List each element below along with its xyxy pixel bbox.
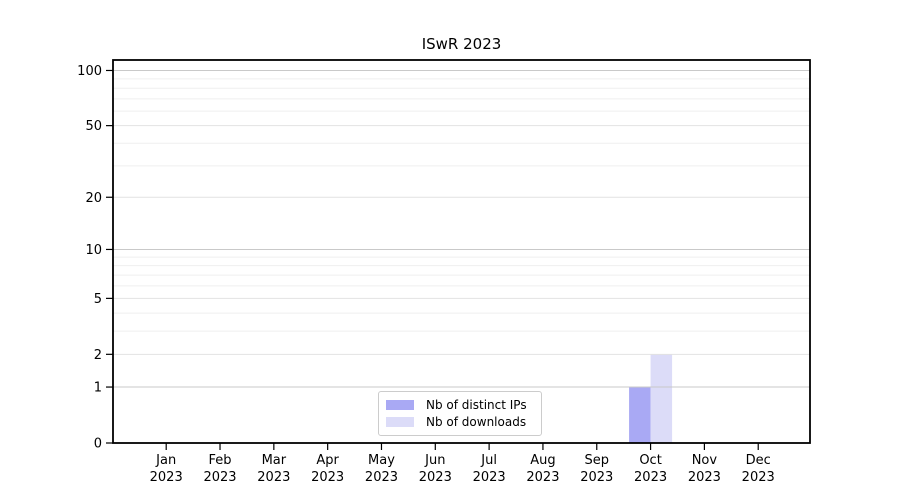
x-tick-label-year: 2023: [419, 470, 452, 485]
y-tick-label: 100: [77, 64, 102, 79]
bar-downloads: [650, 354, 673, 443]
x-tick-label-year: 2023: [473, 470, 506, 485]
x-tick-label-month: Mar: [262, 453, 287, 468]
x-tick-label-year: 2023: [257, 470, 290, 485]
x-tick-label-month: Apr: [316, 453, 339, 468]
legend: Nb of distinct IPs Nb of downloads: [378, 391, 542, 436]
x-tick-label-year: 2023: [526, 470, 559, 485]
x-tick-label-month: May: [368, 453, 395, 468]
x-tick-label-month: Aug: [530, 453, 555, 468]
x-tick-label-month: Jul: [480, 453, 497, 468]
x-tick-label-month: Jun: [424, 453, 445, 468]
y-tick-label: 5: [94, 292, 102, 307]
x-tick-label-year: 2023: [203, 470, 236, 485]
x-tick-label-month: Jan: [155, 453, 176, 468]
x-tick-label-year: 2023: [688, 470, 721, 485]
legend-label-downloads: Nb of downloads: [426, 415, 527, 429]
distinct-ips-swatch: [386, 400, 414, 410]
y-tick-label: 50: [85, 119, 102, 134]
x-tick-label-month: Nov: [692, 453, 718, 468]
y-tick-label: 0: [94, 437, 102, 452]
legend-label-distinct-ips: Nb of distinct IPs: [426, 398, 527, 412]
x-tick-label-month: Feb: [209, 453, 232, 468]
x-tick-label-year: 2023: [634, 470, 667, 485]
x-tick-label-year: 2023: [150, 470, 183, 485]
bar-distinct-ips: [629, 387, 651, 443]
legend-item-distinct-ips: Nb of distinct IPs: [386, 398, 533, 412]
y-tick-label: 1: [94, 381, 102, 396]
y-tick-label: 2: [94, 348, 102, 363]
x-tick-label-month: Sep: [585, 453, 610, 468]
downloads-swatch: [386, 417, 414, 427]
x-tick-label-month: Oct: [639, 453, 661, 468]
axes-frame: [112, 59, 811, 444]
x-tick-label-month: Dec: [746, 453, 771, 468]
y-tick-label: 10: [85, 243, 102, 258]
x-tick-label-year: 2023: [742, 470, 775, 485]
x-tick-label-year: 2023: [311, 470, 344, 485]
legend-item-downloads: Nb of downloads: [386, 415, 533, 429]
chart-title: ISwR 2023: [421, 35, 502, 53]
x-tick-label-year: 2023: [365, 470, 398, 485]
x-tick-label-year: 2023: [580, 470, 613, 485]
y-tick-label: 20: [85, 191, 102, 206]
